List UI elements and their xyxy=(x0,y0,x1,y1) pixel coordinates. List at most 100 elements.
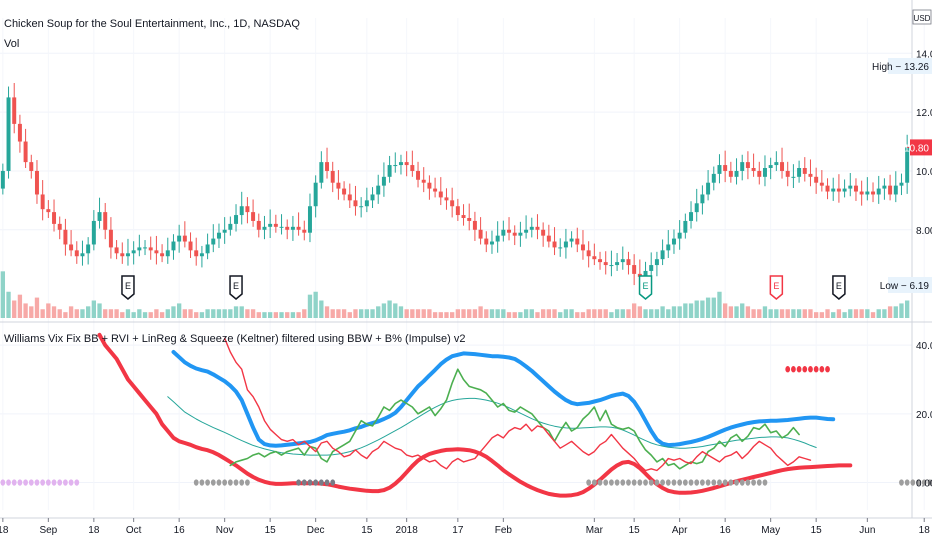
volume-bar xyxy=(688,303,694,318)
candle xyxy=(86,237,91,265)
candle xyxy=(74,241,79,264)
volume-bar xyxy=(717,291,722,318)
candle xyxy=(808,159,813,187)
squeeze-dot xyxy=(57,479,63,486)
volume-bar xyxy=(12,300,17,318)
candle-body xyxy=(563,241,568,248)
candle xyxy=(518,221,523,247)
x-tick-label: 2018 xyxy=(396,525,419,536)
candle-body xyxy=(330,170,335,183)
volume-bar xyxy=(103,309,108,318)
volume-bar xyxy=(552,309,557,318)
volume-bar xyxy=(882,309,887,318)
candle xyxy=(785,161,790,187)
candle-body xyxy=(512,232,517,236)
candle xyxy=(569,231,574,248)
squeeze-dot xyxy=(927,479,932,486)
candle xyxy=(444,188,449,210)
high-label-text: High − 13.26 xyxy=(872,62,929,73)
squeeze-dot xyxy=(227,479,233,486)
indicator-tick-label: 40.00 xyxy=(916,341,932,352)
candle-body xyxy=(290,226,295,230)
candle-body xyxy=(853,185,858,192)
candle-body xyxy=(205,244,210,254)
squeeze-dot xyxy=(318,479,324,486)
candle xyxy=(421,167,426,193)
volume-bar xyxy=(796,309,802,318)
candle xyxy=(848,173,853,197)
candle xyxy=(91,210,96,251)
volume-bar xyxy=(216,309,222,318)
x-tick-label: Dec xyxy=(307,525,325,536)
candle-body xyxy=(433,188,438,192)
volume-bar xyxy=(711,297,716,318)
volume-bar xyxy=(347,312,352,318)
candle xyxy=(342,181,347,201)
squeeze-dot xyxy=(711,479,717,486)
last-price-label-text: 10.80 xyxy=(904,143,929,154)
volume-bar xyxy=(512,312,517,318)
candle xyxy=(734,158,739,185)
candle-body xyxy=(888,185,893,195)
volume-bar xyxy=(535,312,540,318)
squeeze-dot xyxy=(796,366,802,373)
candle-body xyxy=(671,238,676,245)
volume-bar xyxy=(728,306,734,318)
volume-bar xyxy=(324,306,330,318)
volume-bar xyxy=(34,297,40,318)
volume-bar xyxy=(683,303,688,318)
volume-bar xyxy=(262,312,267,318)
candle-body xyxy=(649,265,654,271)
candle-body xyxy=(871,191,876,195)
squeeze-dot xyxy=(45,479,51,486)
candle-body xyxy=(882,185,887,189)
volume-bar xyxy=(631,303,637,318)
volume-bar xyxy=(46,303,51,318)
squeeze-dot xyxy=(301,479,307,486)
candle xyxy=(80,240,85,266)
symbol-title: Chicken Soup for the Soul Entertainment,… xyxy=(4,18,300,30)
candle-body xyxy=(495,235,500,242)
volume-bar xyxy=(250,309,256,318)
candle-body xyxy=(865,191,870,195)
candle-body xyxy=(131,250,136,254)
volume-bar xyxy=(745,306,751,318)
volume-bar xyxy=(159,312,165,318)
candle-body xyxy=(848,185,853,189)
squeeze-dot xyxy=(705,479,711,486)
candle-body xyxy=(859,191,864,195)
squeeze-dot xyxy=(677,479,683,486)
volume-bar xyxy=(438,312,443,318)
x-tick-label: Feb xyxy=(495,525,513,536)
volume-bar xyxy=(393,303,398,318)
candle-body xyxy=(336,182,341,189)
candle xyxy=(251,199,256,227)
squeeze-dot xyxy=(745,479,751,486)
indicator-series-2 xyxy=(167,396,817,456)
earnings-marker: E xyxy=(769,275,784,300)
candle xyxy=(199,245,204,268)
indicator-title: Williams Vix Fix BB + RVI + LinReg & Squ… xyxy=(4,333,465,345)
candle xyxy=(575,227,580,253)
volume-bar xyxy=(626,309,631,318)
candle-body xyxy=(683,220,688,233)
candle xyxy=(143,240,148,256)
squeeze-dot xyxy=(762,479,768,486)
candle xyxy=(359,197,364,218)
candle-body xyxy=(319,162,324,183)
candle xyxy=(632,254,637,286)
volume-bar xyxy=(336,309,341,318)
volume-bar xyxy=(290,312,296,318)
candle xyxy=(319,151,324,189)
candle-body xyxy=(774,162,779,166)
earnings-badge xyxy=(638,275,653,300)
high-label-box xyxy=(888,58,932,74)
squeeze-dot xyxy=(910,479,916,486)
candle-body xyxy=(580,244,585,251)
volume-bar xyxy=(694,300,699,318)
candle-body xyxy=(484,238,489,245)
candle xyxy=(819,170,824,192)
candle-body xyxy=(114,247,119,254)
candle xyxy=(598,251,603,270)
squeeze-dot xyxy=(682,479,688,486)
